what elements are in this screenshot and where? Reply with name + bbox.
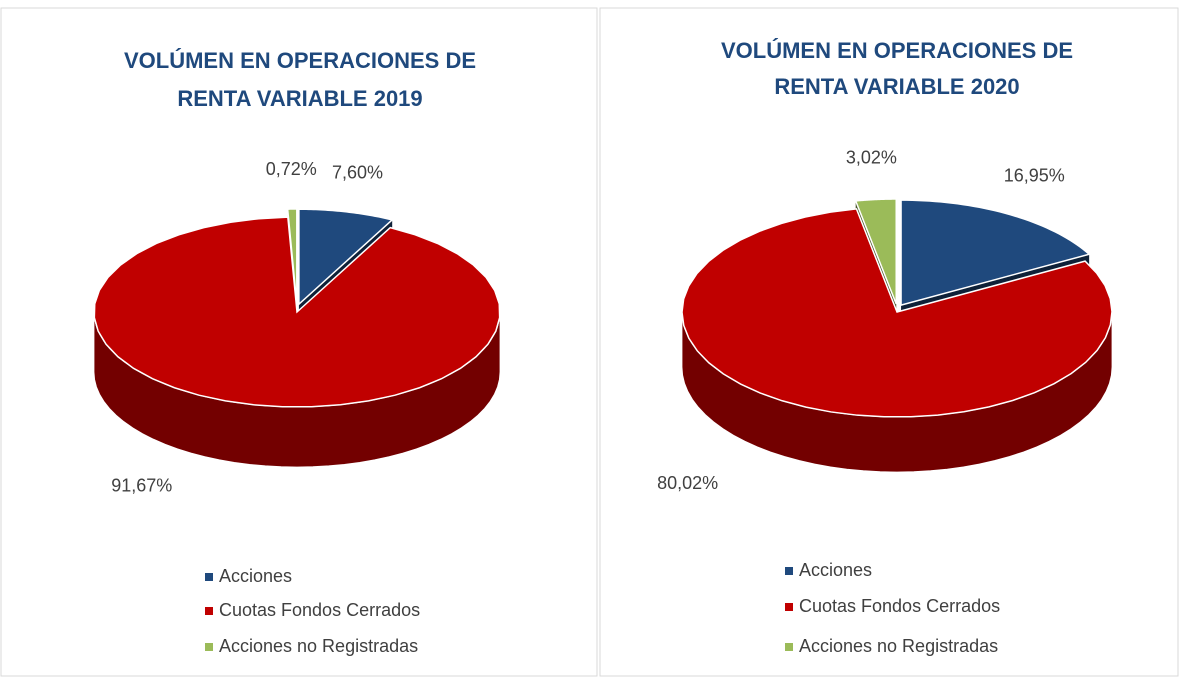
legend-label: Cuotas Fondos Cerrados — [799, 596, 1000, 616]
data-label: 80,02% — [657, 473, 718, 493]
legend-label: Cuotas Fondos Cerrados — [219, 600, 420, 620]
legend-label: Acciones — [219, 566, 292, 586]
panel-left — [0, 7, 598, 677]
data-label: 91,67% — [111, 476, 172, 496]
legend-swatch — [785, 603, 793, 611]
chart-title: RENTA VARIABLE 2020 — [774, 74, 1019, 99]
legend-swatch — [785, 643, 793, 651]
data-label: 16,95% — [1004, 165, 1065, 185]
data-label: 7,60% — [332, 162, 383, 182]
legend-swatch — [785, 567, 793, 575]
chart-title: RENTA VARIABLE 2019 — [177, 86, 422, 111]
data-label: 3,02% — [846, 147, 897, 167]
legend-label: Acciones no Registradas — [219, 636, 418, 656]
slice — [854, 198, 897, 305]
legend-label: Acciones — [799, 560, 872, 580]
slice — [681, 208, 1113, 418]
data-label: 0,72% — [266, 159, 317, 179]
slice — [93, 216, 501, 408]
legend-swatch — [205, 607, 213, 615]
legend-swatch — [205, 643, 213, 651]
chart-title: VOLÚMEN EN OPERACIONES DE — [124, 48, 476, 73]
slice — [298, 208, 394, 306]
chart-title: VOLÚMEN EN OPERACIONES DE — [721, 38, 1073, 63]
panel-right — [599, 7, 1179, 677]
legend-swatch — [205, 573, 213, 581]
slice — [900, 199, 1091, 307]
slice — [286, 208, 298, 305]
legend-label: Acciones no Registradas — [799, 636, 998, 656]
